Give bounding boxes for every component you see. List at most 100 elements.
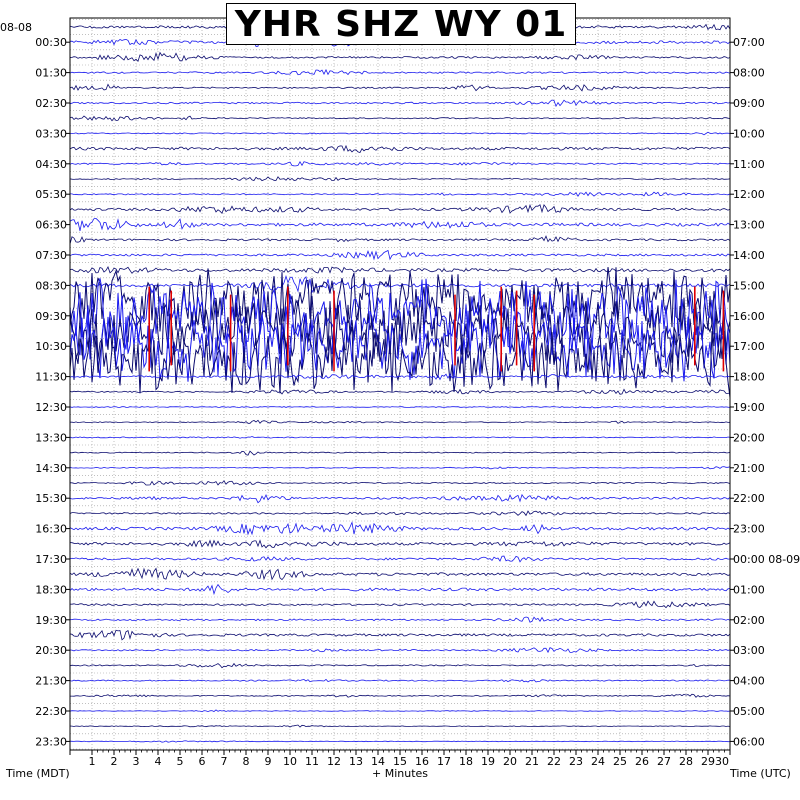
right-time-label: 18:00 bbox=[733, 371, 765, 384]
left-time-label: 11:30 bbox=[35, 371, 67, 384]
left-time-label: 07:30 bbox=[35, 249, 67, 262]
x-tick-label: 18 bbox=[459, 755, 473, 768]
left-time-label: 04:30 bbox=[35, 158, 67, 171]
trace-line-7 bbox=[69, 115, 731, 122]
trace-line-32 bbox=[69, 493, 731, 504]
right-time-label: 01:00 bbox=[733, 583, 765, 596]
trace-line-39 bbox=[69, 600, 731, 609]
x-tick-label: 4 bbox=[155, 755, 162, 768]
trace-line-45 bbox=[70, 693, 731, 698]
right-time-label: 04:00 bbox=[733, 675, 765, 688]
x-tick-label: 23 bbox=[569, 755, 583, 768]
right-time-label: 19:00 bbox=[733, 401, 765, 414]
left-time-label: 03:30 bbox=[35, 127, 67, 140]
x-tick-label: 26 bbox=[635, 755, 649, 768]
trace-line-16 bbox=[69, 249, 731, 261]
x-tick-label: 24 bbox=[591, 755, 605, 768]
left-axis-label: Time (MDT) bbox=[6, 767, 70, 780]
date-left-label: 08-08 bbox=[0, 21, 32, 34]
right-time-label: 09:00 bbox=[733, 97, 765, 110]
x-axis-ticks: 1 2 3 4 5 6 7 8 9 10 11 12 13 14 15 16 17 18 19 20 21 22 23 24 2… bbox=[69, 750, 731, 768]
x-tick-label: 29 bbox=[701, 755, 715, 768]
trace-line-17 bbox=[69, 266, 731, 274]
x-tick-label: 27 bbox=[657, 755, 671, 768]
trace-line-35 bbox=[69, 539, 731, 549]
left-time-label: 16:30 bbox=[35, 523, 67, 536]
trace-line-19 bbox=[69, 267, 731, 332]
trace-line-38 bbox=[69, 583, 731, 596]
trace-line-15 bbox=[69, 235, 731, 245]
left-time-label: 22:30 bbox=[35, 705, 67, 718]
trace-line-10 bbox=[69, 160, 731, 167]
left-time-label: 02:30 bbox=[35, 97, 67, 110]
trace-line-37 bbox=[69, 567, 731, 581]
right-time-label: 15:00 bbox=[733, 279, 765, 292]
x-tick-label: 12 bbox=[327, 755, 341, 768]
left-time-label: 05:30 bbox=[35, 188, 67, 201]
right-time-label: 14:00 bbox=[733, 249, 765, 262]
left-time-label: 14:30 bbox=[35, 462, 67, 475]
x-tick-label: 5 bbox=[177, 755, 184, 768]
x-tick-label: 2 bbox=[111, 755, 118, 768]
x-tick-label: 22 bbox=[547, 755, 561, 768]
right-time-label: 00:00 08-09 bbox=[733, 553, 800, 566]
left-time-label: 17:30 bbox=[35, 553, 67, 566]
trace-line-25 bbox=[69, 388, 731, 395]
trace-line-29 bbox=[69, 450, 731, 456]
right-time-label: 03:00 bbox=[733, 644, 765, 657]
seismic-traces bbox=[69, 22, 731, 743]
trace-line-41 bbox=[69, 629, 731, 641]
left-time-label: 08:30 bbox=[35, 279, 67, 292]
right-time-label: 02:00 bbox=[733, 614, 765, 627]
x-tick-label: 9 bbox=[265, 755, 272, 768]
left-time-label: 01:30 bbox=[35, 67, 67, 80]
x-tick-label: 28 bbox=[679, 755, 693, 768]
trace-line-42 bbox=[69, 647, 731, 654]
right-time-label: 08:00 bbox=[733, 67, 765, 80]
trace-line-9 bbox=[69, 144, 731, 153]
trace-line-8 bbox=[69, 131, 731, 136]
chart-title: YHR SHZ WY 01 bbox=[234, 3, 568, 45]
trace-line-21 bbox=[69, 295, 731, 365]
trace-line-43 bbox=[69, 662, 731, 669]
right-time-label: 13:00 bbox=[733, 219, 765, 232]
left-time-label: 18:30 bbox=[35, 583, 67, 596]
x-tick-label: 30 bbox=[715, 755, 729, 768]
right-axis-label: Time (UTC) bbox=[730, 767, 791, 780]
right-time-label: 23:00 bbox=[733, 523, 765, 536]
trace-line-5 bbox=[69, 83, 731, 92]
x-tick-label: 19 bbox=[481, 755, 495, 768]
x-tick-label: 3 bbox=[133, 755, 140, 768]
right-time-label: 10:00 bbox=[733, 127, 765, 140]
trace-line-34 bbox=[69, 521, 731, 536]
left-time-label: 06:30 bbox=[35, 219, 67, 232]
right-time-label: 05:00 bbox=[733, 705, 765, 718]
trace-line-24 bbox=[69, 373, 731, 381]
trace-line-47 bbox=[69, 724, 731, 728]
trace-line-36 bbox=[69, 555, 731, 563]
trace-line-6 bbox=[69, 99, 731, 108]
left-time-label: 13:30 bbox=[35, 431, 67, 444]
x-tick-label: 6 bbox=[199, 755, 206, 768]
trace-line-46 bbox=[69, 709, 731, 713]
left-time-label: 09:30 bbox=[35, 310, 67, 323]
right-time-label: 06:00 bbox=[733, 735, 765, 748]
left-time-label: 12:30 bbox=[35, 401, 67, 414]
x-tick-label: 10 bbox=[283, 755, 297, 768]
trace-line-4 bbox=[69, 68, 731, 76]
right-time-label: 11:00 bbox=[733, 158, 765, 171]
trace-line-31 bbox=[70, 480, 731, 486]
x-tick-label: 16 bbox=[415, 755, 429, 768]
right-time-label: 16:00 bbox=[733, 310, 765, 323]
trace-line-48 bbox=[69, 740, 731, 743]
trace-line-3 bbox=[69, 51, 731, 63]
x-tick-label: 21 bbox=[525, 755, 539, 768]
left-time-label: 20:30 bbox=[35, 644, 67, 657]
x-tick-label: 1 bbox=[89, 755, 96, 768]
right-time-label: 22:00 bbox=[733, 492, 765, 505]
left-time-label: 00:30 bbox=[35, 36, 67, 49]
left-time-label: 23:30 bbox=[35, 735, 67, 748]
trace-line-33 bbox=[69, 510, 731, 517]
trace-line-23 bbox=[69, 326, 731, 398]
